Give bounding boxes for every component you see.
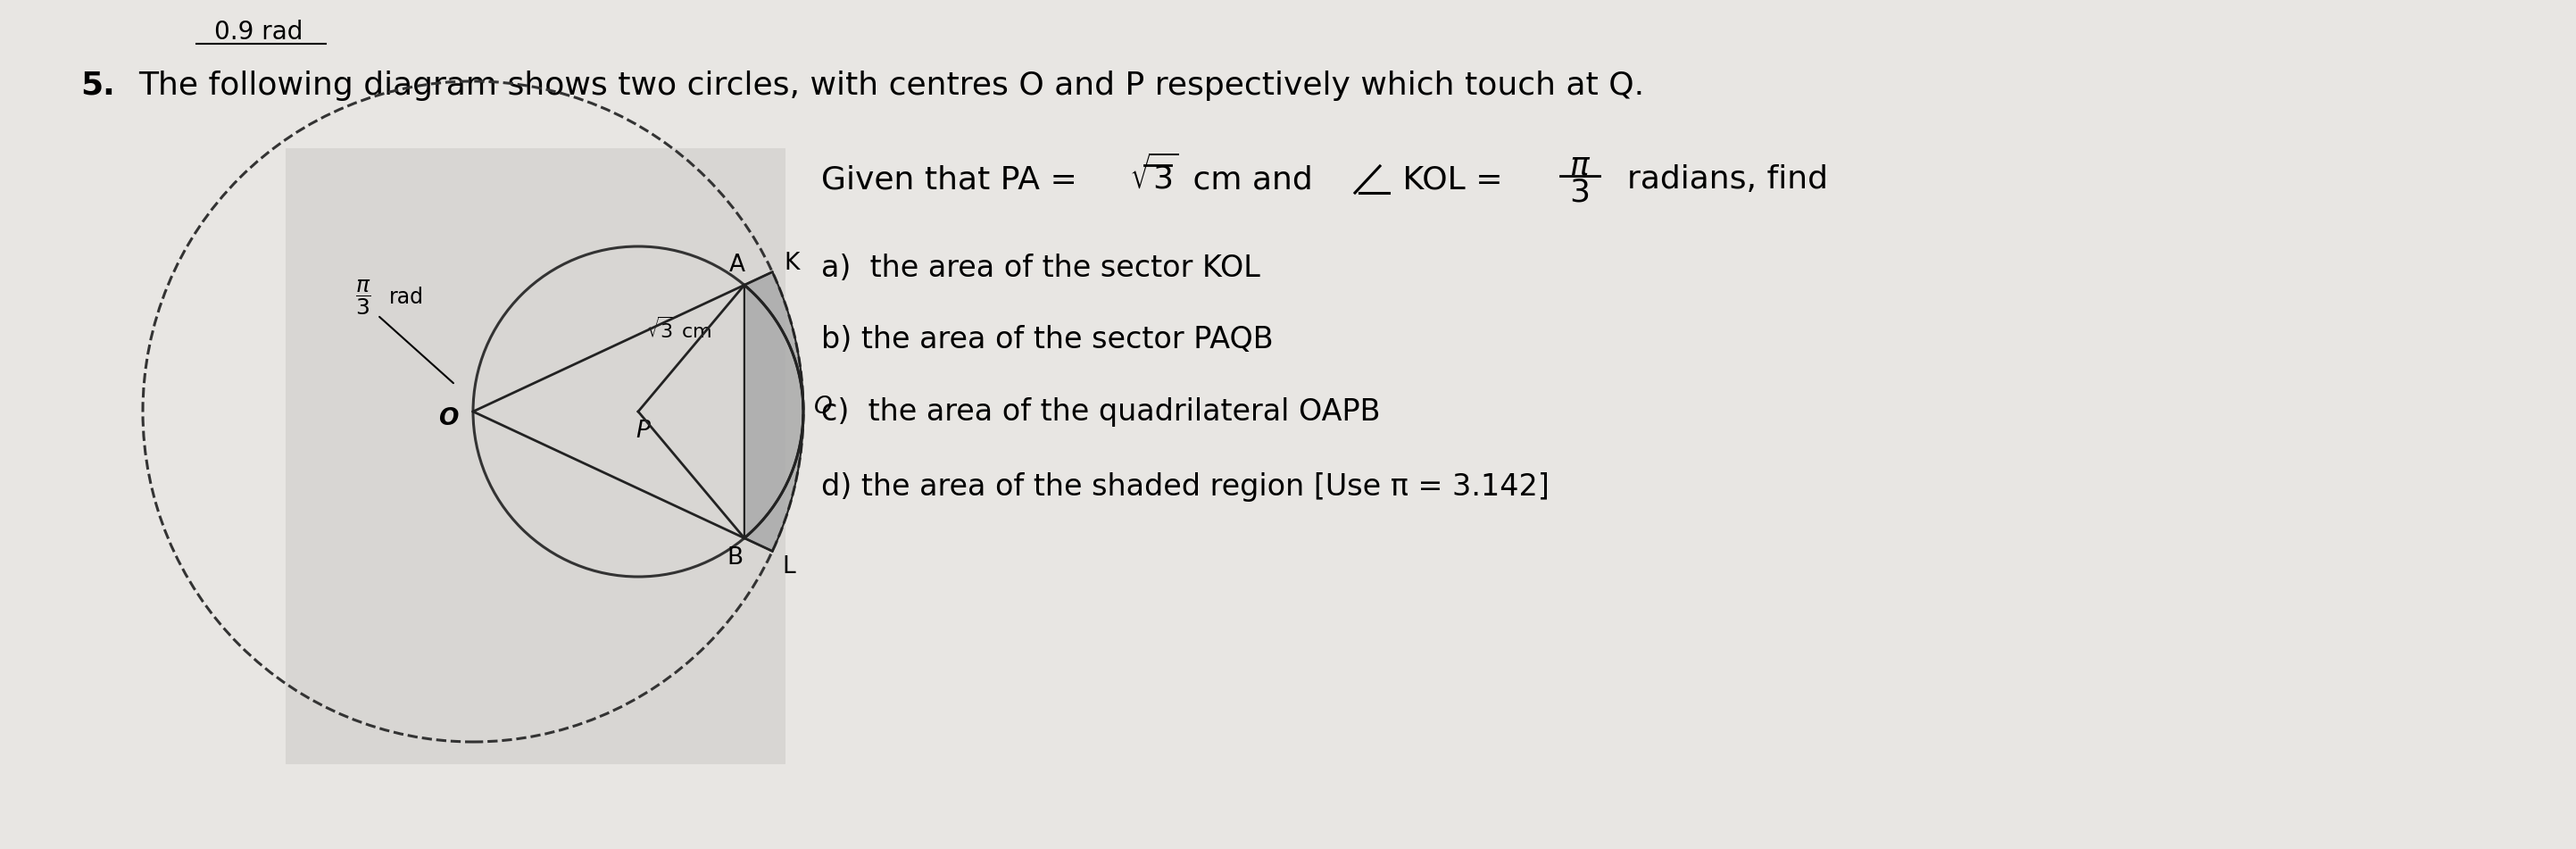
Text: P: P bbox=[636, 419, 649, 443]
Text: A: A bbox=[729, 254, 744, 277]
Text: Given that PA =: Given that PA = bbox=[822, 164, 1087, 194]
Text: $\sqrt{3}$: $\sqrt{3}$ bbox=[1128, 155, 1180, 195]
Polygon shape bbox=[744, 272, 804, 551]
Text: L: L bbox=[783, 555, 796, 579]
Text: a)  the area of the sector KOL: a) the area of the sector KOL bbox=[822, 254, 1260, 284]
Text: Q: Q bbox=[814, 396, 832, 419]
Text: B: B bbox=[726, 546, 744, 570]
Text: O: O bbox=[438, 407, 459, 430]
Text: $\dfrac{\pi}{3}$: $\dfrac{\pi}{3}$ bbox=[355, 278, 371, 317]
Text: rad: rad bbox=[389, 287, 422, 308]
Text: 5.: 5. bbox=[80, 70, 116, 101]
FancyBboxPatch shape bbox=[286, 149, 786, 764]
Text: 3: 3 bbox=[1569, 177, 1589, 207]
Text: $\pi$: $\pi$ bbox=[1569, 150, 1592, 180]
Text: 0.9 rad: 0.9 rad bbox=[214, 20, 304, 45]
Text: c)  the area of the quadrilateral OAPB: c) the area of the quadrilateral OAPB bbox=[822, 396, 1381, 426]
Text: The following diagram shows two circles, with centres O and P respectively which: The following diagram shows two circles,… bbox=[139, 70, 1643, 101]
Text: KOL =: KOL = bbox=[1394, 164, 1512, 194]
Text: d) the area of the shaded region [Use π = 3.142]: d) the area of the shaded region [Use π … bbox=[822, 473, 1548, 502]
Text: K: K bbox=[783, 251, 799, 274]
Text: cm and: cm and bbox=[1182, 164, 1324, 194]
Text: b) the area of the sector PAQB: b) the area of the sector PAQB bbox=[822, 325, 1273, 355]
Text: radians, find: radians, find bbox=[1607, 164, 1829, 194]
Text: $\sqrt{3}$ cm: $\sqrt{3}$ cm bbox=[647, 317, 711, 342]
